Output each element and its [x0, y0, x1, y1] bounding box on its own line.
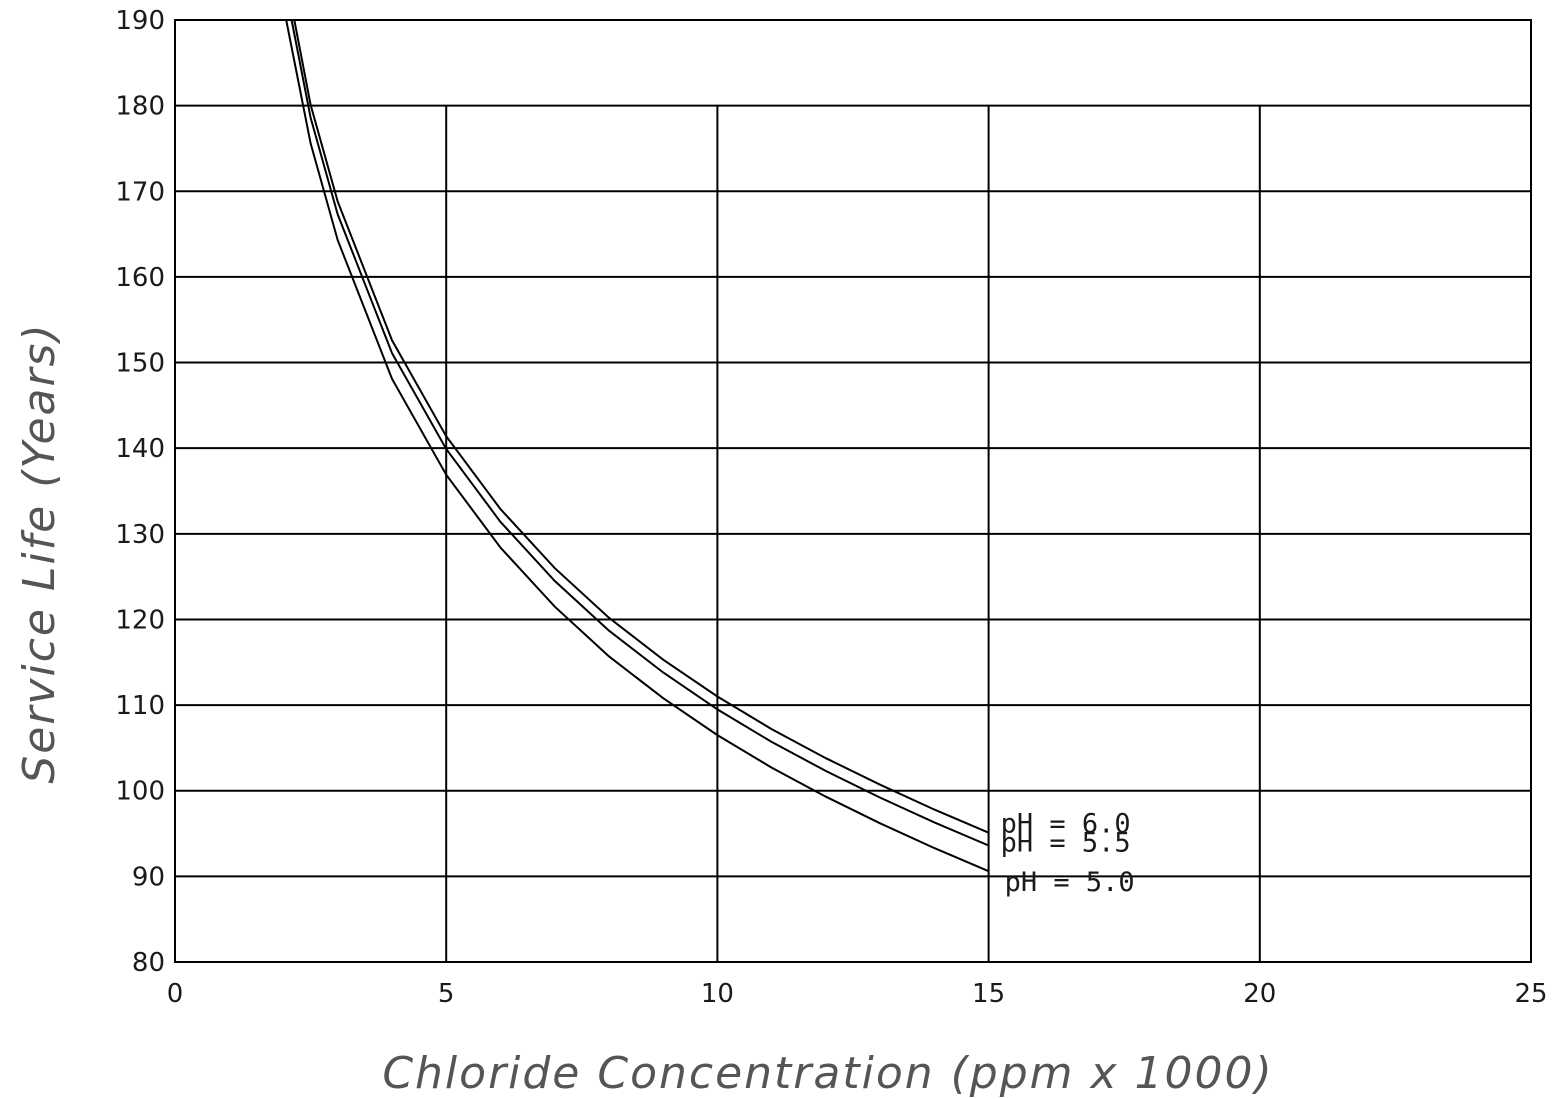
y-tick-label: 80 — [132, 948, 165, 978]
x-tick-label: 20 — [1243, 979, 1276, 1009]
y-tick-label: 120 — [115, 605, 165, 635]
y-tick-label: 170 — [115, 177, 165, 207]
x-tick-label: 5 — [438, 979, 455, 1009]
series-line-2 — [285, 19, 989, 873]
x-tick-label: 10 — [701, 979, 734, 1009]
y-axis-title: Service Life (Years) — [14, 322, 65, 783]
x-tick-label: 15 — [972, 979, 1005, 1009]
series-labels: pH = 6.0pH = 5.5 pH = 5.0 — [1001, 809, 1135, 899]
tick-labels: 80 90 100 110 120 130 140 150 160 170 180 190 0 5 10 15… — [115, 6, 1547, 1009]
series-label-2: pH = 5.0 — [1005, 867, 1135, 898]
y-tick-label: 180 — [115, 92, 165, 122]
y-tick-label: 90 — [132, 862, 165, 892]
plot-frame — [174, 19, 1532, 963]
series-group — [285, 19, 989, 873]
y-tick-label: 100 — [115, 777, 165, 807]
x-axis-title: Chloride Concentration (ppm x 1000) — [382, 1048, 1273, 1099]
grid — [175, 104, 1531, 962]
x-tick-label: 0 — [167, 979, 184, 1009]
series-line-0 — [293, 19, 989, 834]
y-tick-label: 190 — [115, 6, 165, 36]
x-tick-label: 25 — [1514, 979, 1547, 1009]
series-line-1 — [290, 19, 989, 847]
y-tick-label: 150 — [115, 349, 165, 379]
y-tick-label: 130 — [115, 520, 165, 550]
y-tick-label: 140 — [115, 434, 165, 464]
series-label-1: pH = 5.5 — [1001, 828, 1131, 859]
series-label-0: pH = 6.0 — [1001, 809, 1131, 840]
y-tick-label: 160 — [115, 263, 165, 293]
y-tick-label: 110 — [115, 691, 165, 721]
